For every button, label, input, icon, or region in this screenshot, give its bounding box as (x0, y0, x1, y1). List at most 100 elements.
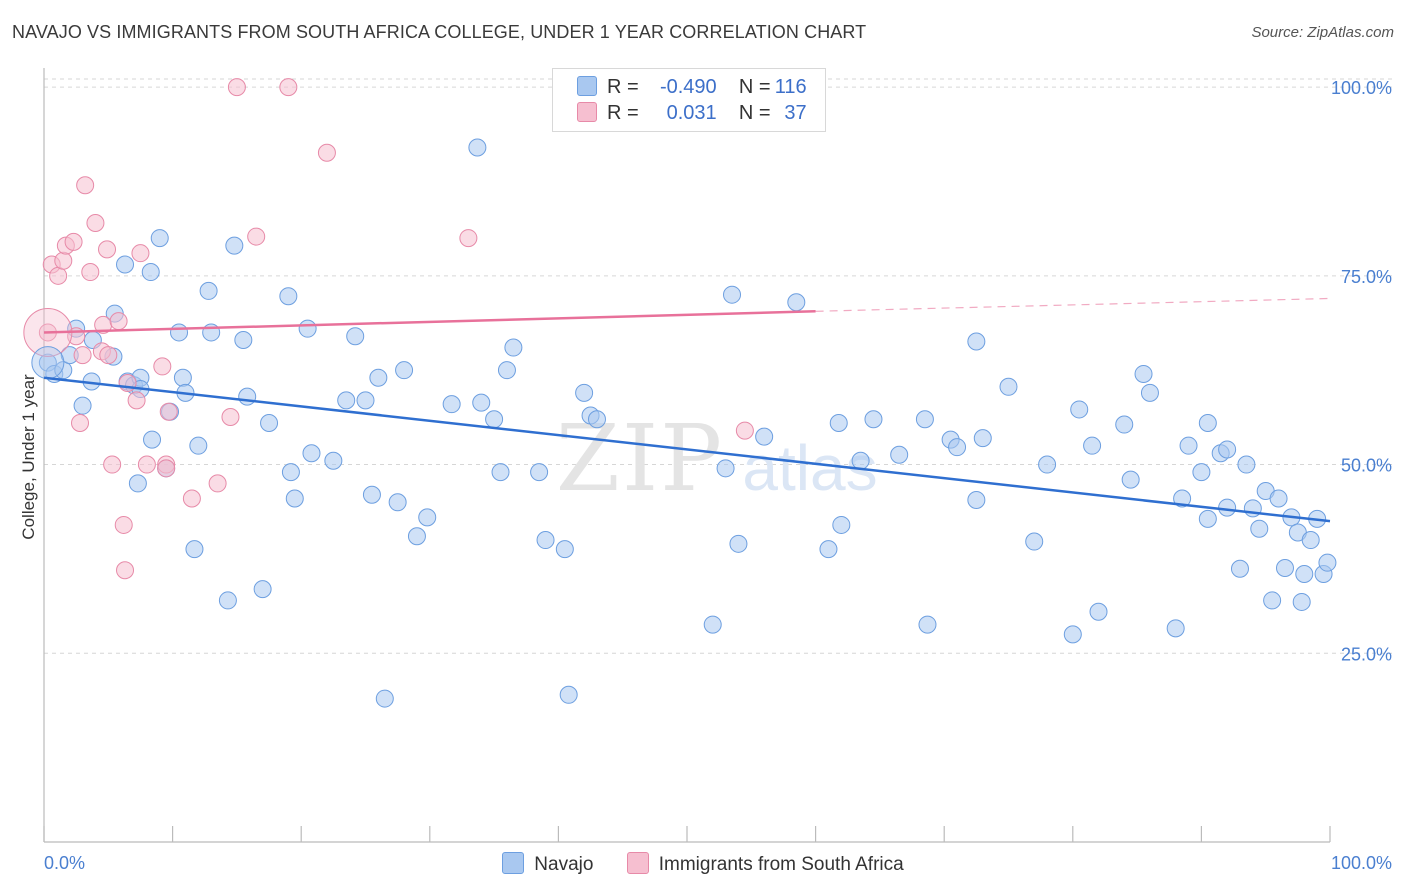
data-point-south-africa (735, 421, 754, 440)
data-point-navajo (1318, 553, 1337, 572)
data-point-navajo (1063, 625, 1082, 644)
data-point-navajo (218, 591, 237, 610)
axes (43, 68, 1331, 843)
data-point-navajo (1070, 400, 1089, 419)
data-point-navajo (973, 429, 992, 448)
data-point-south-africa (86, 213, 105, 232)
data-point-navajo (418, 508, 437, 527)
legend-item-south-africa[interactable]: Immigrants from South Africa (626, 852, 904, 876)
x-tick-label: 0.0% (44, 853, 85, 873)
data-point-navajo (407, 527, 426, 546)
data-point-navajo (723, 285, 742, 304)
data-point-navajo (890, 445, 909, 464)
data-point-navajo (703, 615, 722, 634)
data-point-navajo (128, 474, 147, 493)
data-point-navajo (150, 229, 169, 248)
data-point-south-africa (153, 357, 172, 376)
data-point-navajo (1134, 364, 1153, 383)
data-point-navajo (225, 236, 244, 255)
data-point-navajo (1237, 455, 1256, 474)
data-point-south-africa (76, 176, 95, 195)
legend-r-label: R = (607, 102, 639, 124)
chart-title: NAVAJO VS IMMIGRANTS FROM SOUTH AFRICA C… (12, 22, 867, 42)
y-tick-label: 75.0% (1341, 267, 1392, 287)
data-point-navajo (238, 387, 257, 406)
data-point-navajo (285, 489, 304, 508)
y-tick-label: 100.0% (1331, 78, 1392, 98)
data-point-navajo (575, 383, 594, 402)
data-point-navajo (967, 332, 986, 351)
data-point-navajo (375, 689, 394, 708)
data-point-navajo (1218, 498, 1237, 517)
chart-source: Source: ZipAtlas.com (1251, 24, 1394, 41)
data-point-navajo (281, 463, 300, 482)
legend-swatch-south-africa (577, 102, 597, 122)
legend-label-navajo: Navajo (534, 854, 594, 875)
data-point-navajo (1198, 414, 1217, 433)
data-point-south-africa (157, 459, 176, 478)
data-point-navajo (1198, 509, 1217, 528)
data-point-navajo (530, 463, 549, 482)
data-point-navajo (491, 463, 510, 482)
legend-row-navajo: R = -0.490 N = 116 (577, 76, 807, 98)
data-point-navajo (864, 410, 883, 429)
legend-r-value: -0.490 (659, 76, 717, 98)
data-point-navajo (497, 361, 516, 380)
legend-n-value: 37 (784, 102, 807, 124)
data-point-navajo (362, 485, 381, 504)
data-point-navajo (1263, 591, 1282, 610)
data-point-navajo (468, 138, 487, 157)
data-point-navajo (279, 287, 298, 306)
data-point-navajo (1250, 519, 1269, 538)
data-points (23, 78, 1337, 708)
data-point-navajo (1301, 531, 1320, 550)
data-point-navajo (1173, 489, 1192, 508)
data-point-navajo (143, 430, 162, 449)
data-point-navajo (395, 361, 414, 380)
legend-swatch-navajo (502, 852, 525, 874)
data-point-navajo (442, 395, 461, 414)
data-point-navajo (170, 323, 189, 342)
data-point-navajo (369, 368, 388, 387)
legend-n-label: N = (738, 76, 771, 98)
y-axis-label: College, Under 1 year (19, 374, 38, 540)
data-point-navajo (819, 540, 838, 559)
legend-n-value: 116 (774, 76, 807, 98)
data-point-navajo-large (31, 346, 65, 380)
data-point-navajo (260, 414, 279, 433)
data-point-south-africa (182, 489, 201, 508)
data-point-navajo (1269, 489, 1288, 508)
correlation-legend: R = -0.490 N = 116 R = 0.031 N = 37 (552, 68, 826, 132)
data-point-navajo (141, 263, 160, 282)
data-point-navajo (1218, 440, 1237, 459)
legend-row-south-africa: R = 0.031 N = 37 (577, 102, 807, 124)
trend-lines (43, 297, 1331, 523)
data-point-navajo (1230, 559, 1249, 578)
data-point-navajo (298, 319, 317, 338)
data-point-south-africa (98, 240, 117, 259)
data-point-navajo (1025, 532, 1044, 551)
data-point-south-africa (227, 78, 246, 97)
data-point-navajo (755, 427, 774, 446)
legend-swatch-navajo (577, 76, 597, 96)
data-point-south-africa (73, 346, 92, 365)
data-point-navajo (729, 534, 748, 553)
data-point-navajo (716, 459, 735, 478)
data-point-navajo (1166, 619, 1185, 638)
data-point-south-africa (114, 515, 133, 534)
data-point-south-africa (116, 561, 135, 580)
data-point-south-africa (459, 229, 478, 248)
data-point-south-africa (109, 312, 128, 331)
data-point-navajo (948, 438, 967, 457)
legend-item-navajo[interactable]: Navajo (502, 852, 593, 876)
data-point-navajo (472, 393, 491, 412)
data-point-south-africa (137, 455, 156, 474)
data-point-navajo (189, 436, 208, 455)
data-point-south-africa (99, 346, 118, 365)
data-point-navajo (173, 368, 192, 387)
series-legend: Navajo Immigrants from South Africa (0, 852, 1406, 876)
legend-swatch-south-africa (626, 852, 649, 874)
data-point-navajo (587, 410, 606, 429)
data-point-navajo (324, 451, 343, 470)
